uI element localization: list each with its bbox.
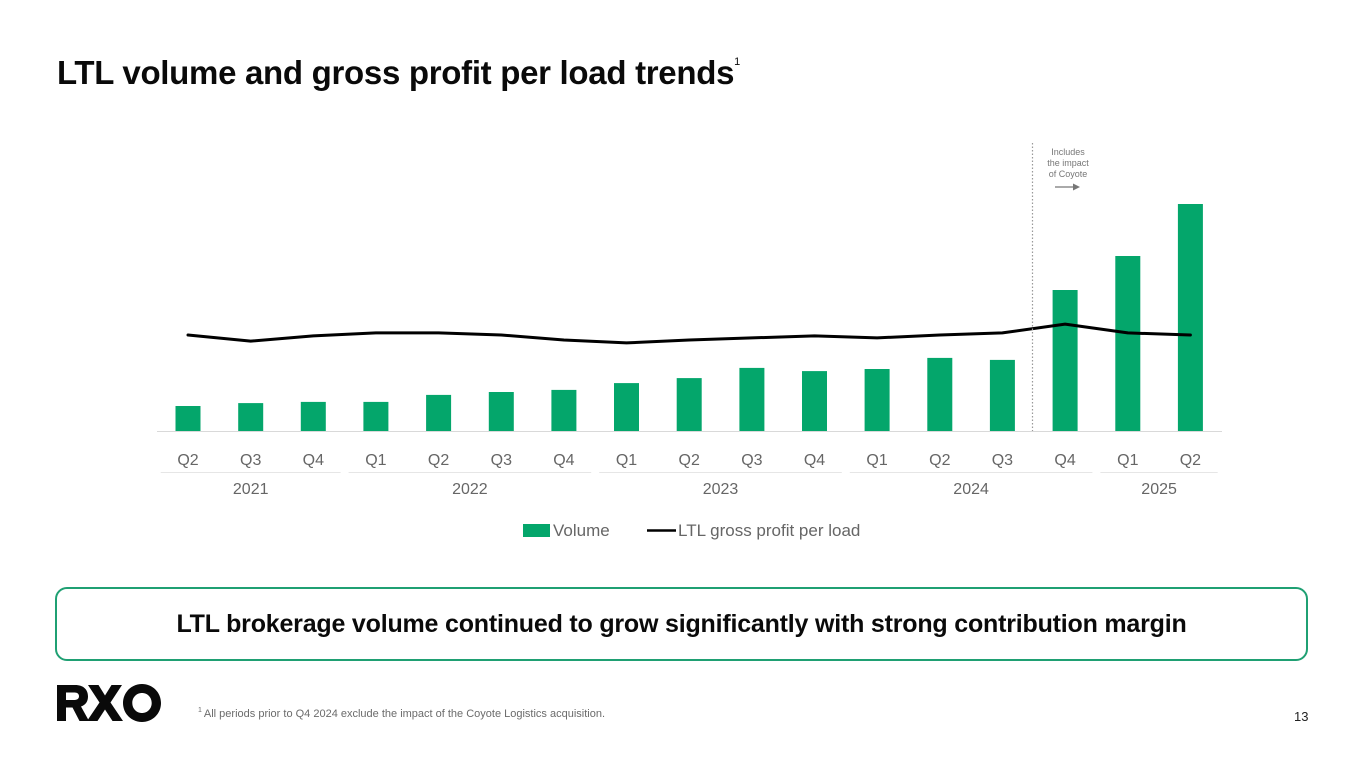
arrow-right-icon: [1055, 183, 1080, 191]
volume-bar: [363, 401, 389, 431]
volume-bar: [426, 394, 452, 431]
legend-swatch-volume: [523, 524, 550, 537]
year-group-label: 2024: [953, 481, 989, 498]
x-tick-label: Q1: [1117, 452, 1138, 469]
x-tick-label: Q2: [929, 452, 950, 469]
year-group-label: 2021: [233, 481, 269, 498]
callout-box: LTL brokerage volume continued to grow s…: [55, 587, 1308, 661]
annotation-line-3: of Coyote: [1049, 169, 1088, 179]
title-footnote-marker: 1: [734, 56, 740, 68]
footnote-text: All periods prior to Q4 2024 exclude the…: [203, 708, 606, 720]
callout-text: LTL brokerage volume continued to grow s…: [176, 609, 1187, 638]
chart: Q2 Q3 Q4 Q1 Q2 Q3 Q4 Q1 Q2 Q3 Q4 Q1 Q2 Q3 Q4 Q1 Q2 2021 2…: [157, 143, 1222, 540]
x-tick-label: Q3: [741, 452, 762, 469]
x-tick-label: Q2: [1180, 452, 1201, 469]
legend-label-gross-profit: LTL gross profit per load: [678, 521, 860, 540]
volume-bar: [864, 369, 890, 431]
x-tick-label: Q4: [553, 452, 574, 469]
volume-bar: [927, 357, 953, 431]
page-number: 13: [1294, 709, 1309, 724]
chart-legend: Volume LTL gross profit per load: [523, 521, 860, 540]
volume-bar: [551, 389, 577, 431]
volume-bar: [175, 406, 201, 431]
volume-bar: [238, 403, 264, 431]
annotation-line-1: Includes: [1051, 147, 1085, 157]
rxo-logo: [57, 684, 161, 722]
x-tick-label: Q2: [428, 452, 449, 469]
legend-label-volume: Volume: [553, 521, 610, 540]
annotation-line-2: the impact: [1047, 158, 1089, 168]
x-tick-label: Q1: [365, 452, 386, 469]
x-tick-label: Q3: [992, 452, 1013, 469]
x-tick-label: Q4: [303, 452, 324, 469]
volume-bar: [614, 383, 639, 431]
x-tick-labels: Q2 Q3 Q4 Q1 Q2 Q3 Q4 Q1 Q2 Q3 Q4 Q1 Q2 Q3 Q4 Q1 Q2: [177, 452, 1201, 469]
footnote-marker: 1: [198, 707, 202, 714]
year-group-label: 2023: [703, 481, 739, 498]
coyote-annotation: Includes the impact of Coyote: [1031, 143, 1089, 431]
slide-title-text: LTL volume and gross profit per load tre…: [57, 54, 735, 91]
year-group-label: 2022: [452, 481, 488, 498]
x-tick-label: Q1: [616, 452, 637, 469]
slide-title: LTL volume and gross profit per load tre…: [57, 54, 740, 92]
volume-bar: [488, 392, 514, 431]
volume-bar: [1177, 204, 1203, 431]
x-tick-label: Q2: [177, 452, 198, 469]
gross-profit-line: [186, 322, 1192, 345]
x-tick-label: Q3: [240, 452, 261, 469]
volume-bar: [676, 378, 702, 431]
x-tick-label: Q4: [1054, 452, 1075, 469]
x-tick-label: Q2: [679, 452, 700, 469]
x-tick-label: Q4: [804, 452, 825, 469]
year-group-label: 2025: [1141, 481, 1177, 498]
volume-bar: [1115, 256, 1141, 431]
volume-bar: [802, 371, 827, 431]
volume-bar: [300, 401, 326, 431]
x-tick-label: Q1: [866, 452, 887, 469]
volume-bars: [175, 204, 1203, 431]
volume-bar: [989, 359, 1015, 431]
volume-bar: [1052, 290, 1078, 431]
footnote: 1 All periods prior to Q4 2024 exclude th…: [198, 707, 606, 720]
year-group-labels: 2021 2022 2023 2024 2025: [160, 472, 1218, 498]
x-tick-label: Q3: [491, 452, 512, 469]
volume-bar: [739, 367, 765, 431]
